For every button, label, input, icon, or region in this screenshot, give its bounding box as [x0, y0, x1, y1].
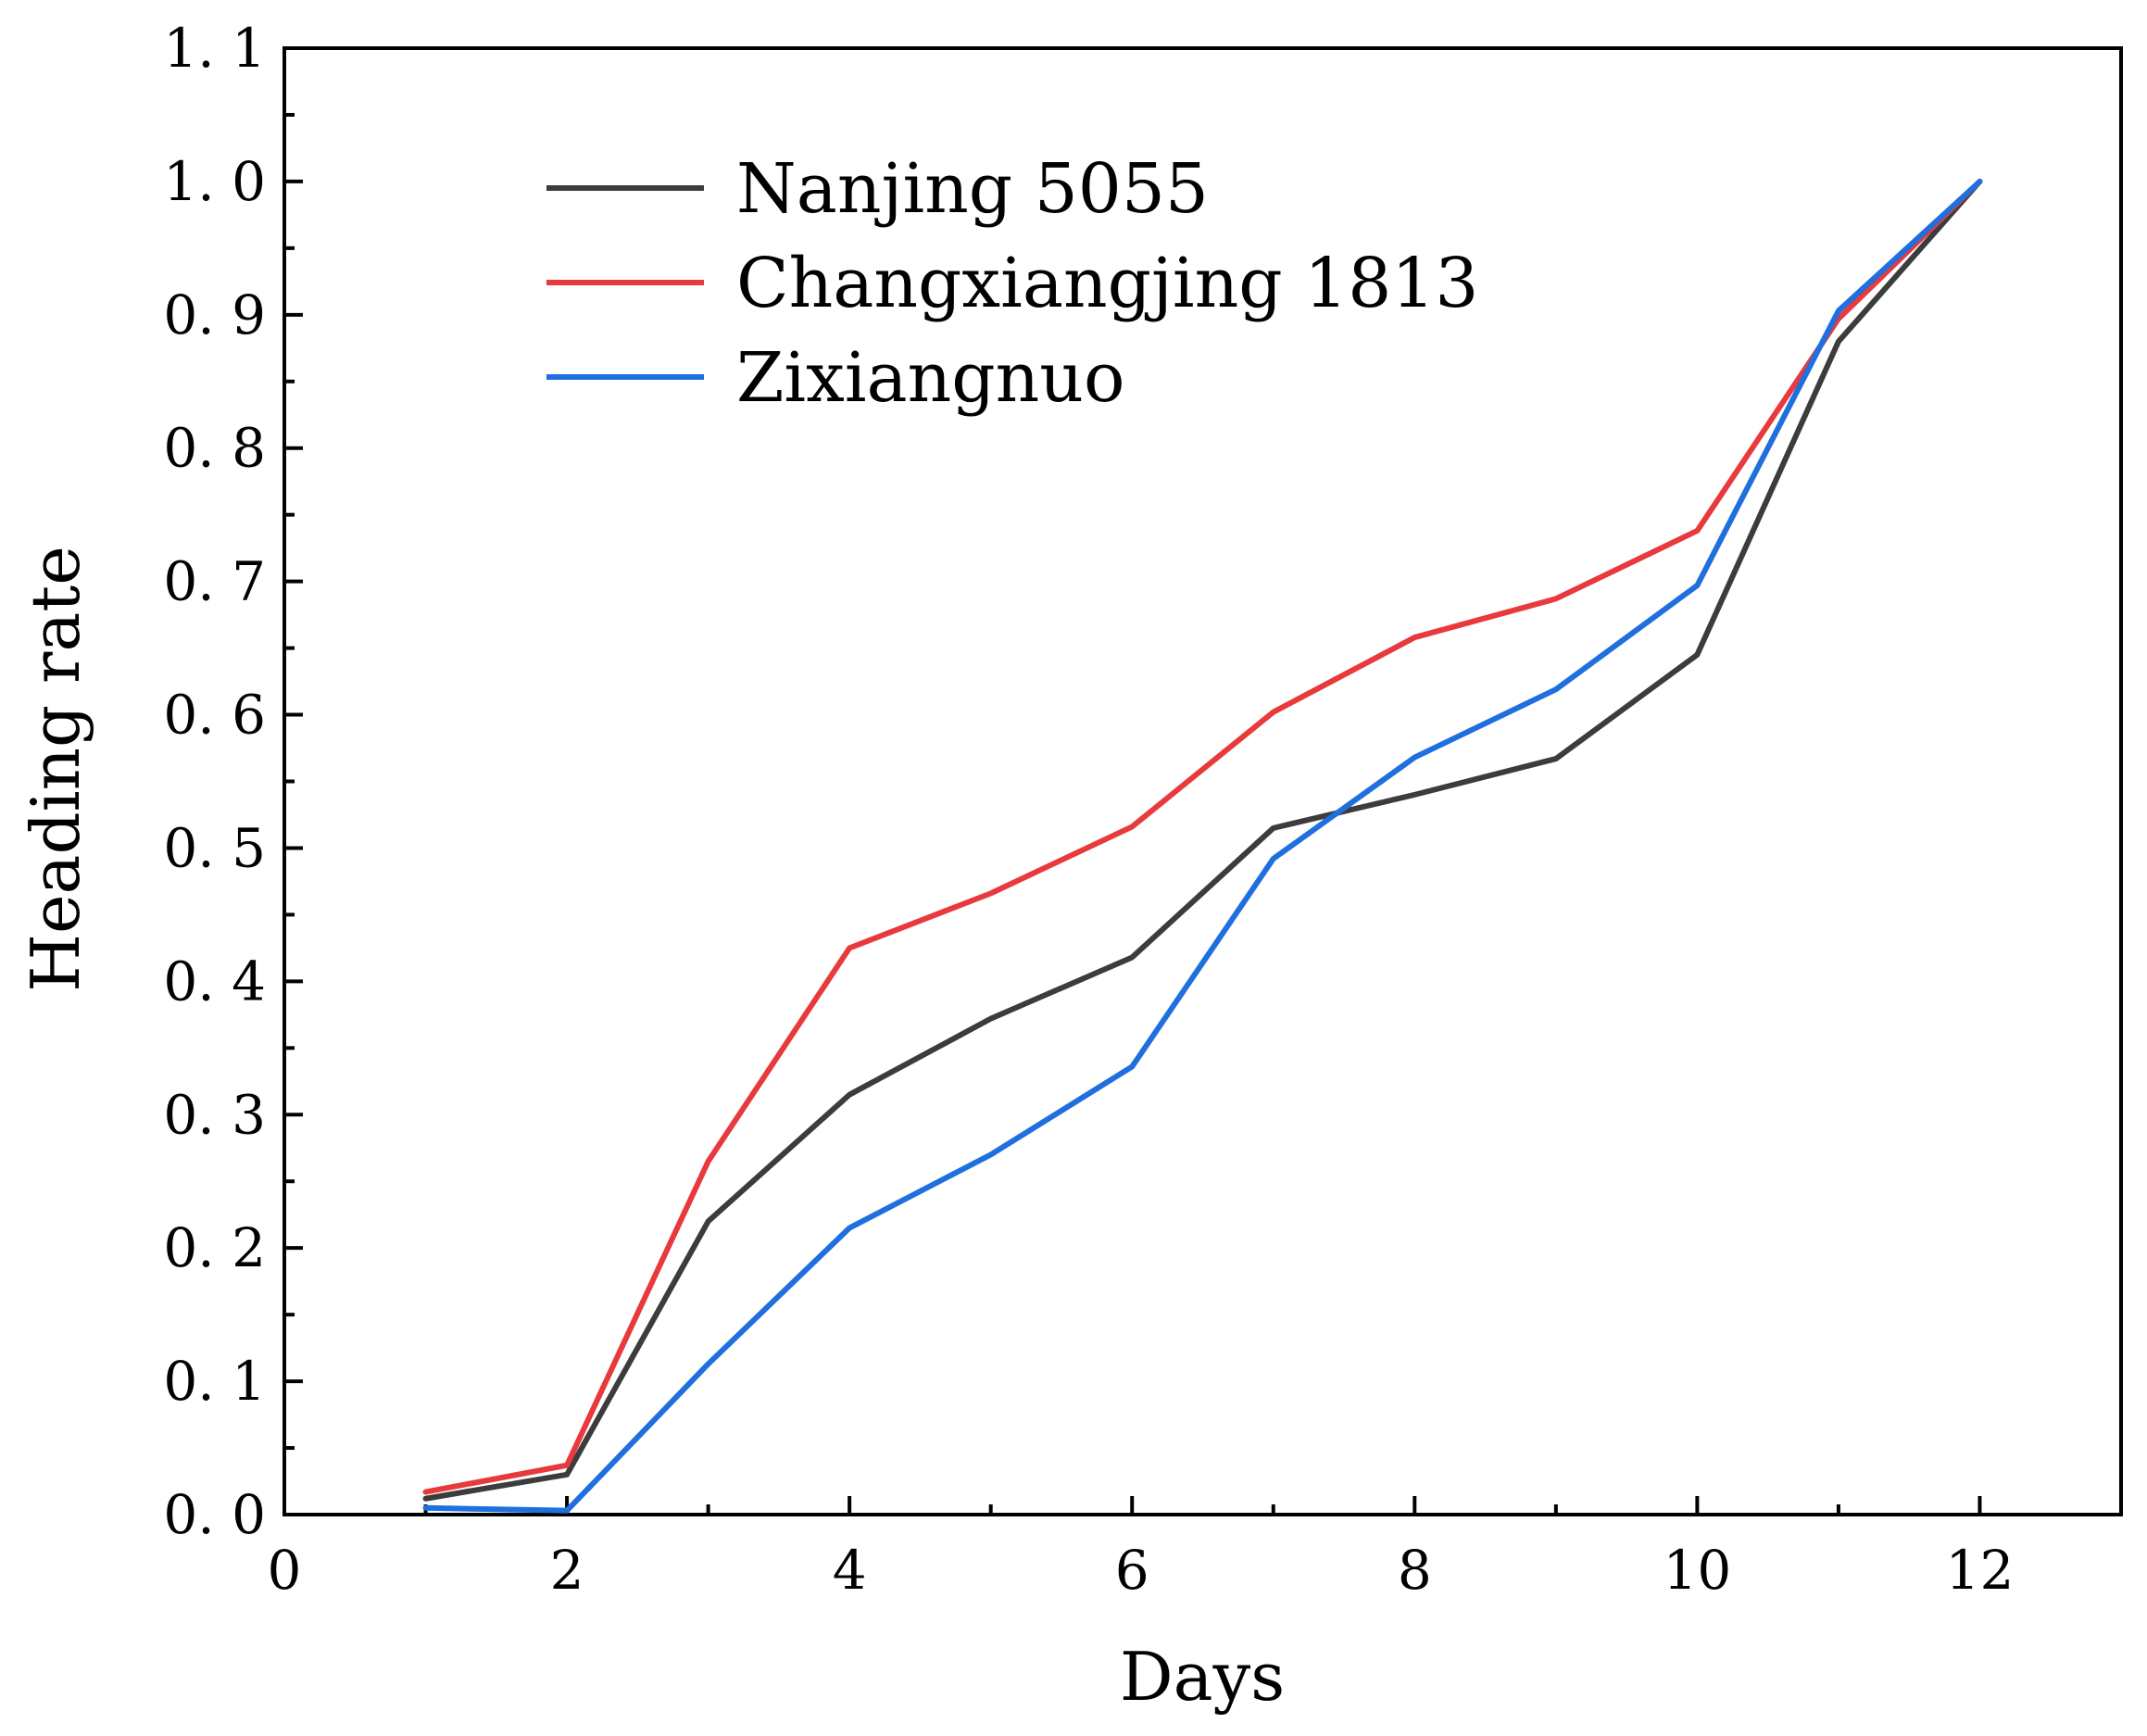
data-point [1273, 827, 1274, 829]
series-line-nanjing-5055 [422, 178, 1983, 1502]
data-point [1413, 794, 1415, 796]
data-point [708, 1220, 709, 1222]
data-point [1273, 858, 1274, 860]
x-tick-label: 2 [550, 1539, 584, 1602]
data-point [1978, 181, 1980, 182]
x-tick-label: 8 [1398, 1539, 1432, 1602]
data-point [848, 1094, 850, 1096]
y-tick-label: 0. 2 [163, 1216, 266, 1279]
y-axis: 0. 0 0. 1 0. 2 0. 3 0. 4 0. 5 0. 6 0. 7 0. 8 0. 9… [163, 17, 303, 1546]
legend-label: Changxiangjing 1813 [736, 244, 1478, 323]
data-point [1838, 341, 1839, 343]
data-point [1696, 654, 1698, 656]
x-tick-label: 0 [268, 1539, 302, 1602]
y-tick-label: 1. 0 [163, 150, 266, 213]
data-point [1413, 757, 1415, 759]
data-point [1131, 825, 1133, 827]
data-point [1696, 530, 1698, 532]
data-point [708, 1363, 709, 1365]
data-point [708, 1161, 709, 1163]
data-point [1131, 1065, 1133, 1067]
data-point [566, 1474, 568, 1476]
y-tick-label: 0. 4 [163, 950, 266, 1013]
y-tick-label: 1. 1 [163, 17, 266, 80]
y-tick-label: 0. 3 [163, 1083, 266, 1146]
y-tick-label: 0. 5 [163, 816, 266, 879]
data-point [990, 892, 992, 894]
y-tick-label: 0. 8 [163, 417, 266, 480]
data-point [1555, 758, 1557, 760]
data-point [990, 1153, 992, 1155]
x-tick-label: 6 [1115, 1539, 1149, 1602]
series-line-changxiangjing-1813 [422, 178, 1983, 1495]
x-tick-label: 12 [1946, 1539, 2015, 1602]
y-tick-label: 0. 1 [163, 1350, 266, 1413]
y-tick-label: 0. 6 [163, 684, 266, 747]
data-point [1131, 956, 1133, 958]
data-point [990, 1018, 992, 1020]
x-tick-label: 10 [1663, 1539, 1731, 1602]
data-point [1413, 636, 1415, 638]
data-point [425, 1507, 427, 1509]
data-point [566, 1510, 568, 1512]
y-tick-label: 0. 9 [163, 283, 266, 346]
y-tick-label: 0. 7 [163, 550, 266, 613]
data-point [1838, 310, 1839, 312]
x-axis-title: Days [1120, 1638, 1285, 1716]
data-point [566, 1465, 568, 1466]
x-tick-label: 4 [833, 1539, 867, 1602]
data-point [425, 1498, 427, 1500]
data-point [1555, 688, 1557, 690]
data-point [1838, 318, 1839, 320]
y-tick-label: 0. 0 [163, 1483, 266, 1546]
y-axis-title: Heading rate [17, 546, 94, 992]
legend-label: Nanjing 5055 [736, 149, 1209, 229]
data-point [848, 1227, 850, 1229]
data-point [1273, 711, 1274, 713]
legend-label: Zixiangnuo [736, 338, 1125, 418]
data-point [425, 1491, 427, 1493]
legend: Nanjing 5055 Changxiangjing 1813 Zixiangnu… [546, 149, 1478, 418]
x-axis: 0 2 4 6 8 10 12 [268, 1496, 2015, 1602]
series-layer [422, 178, 1983, 1514]
series-line-zixiangnuo [422, 178, 1983, 1514]
data-point [848, 947, 850, 949]
data-point [1555, 598, 1557, 599]
